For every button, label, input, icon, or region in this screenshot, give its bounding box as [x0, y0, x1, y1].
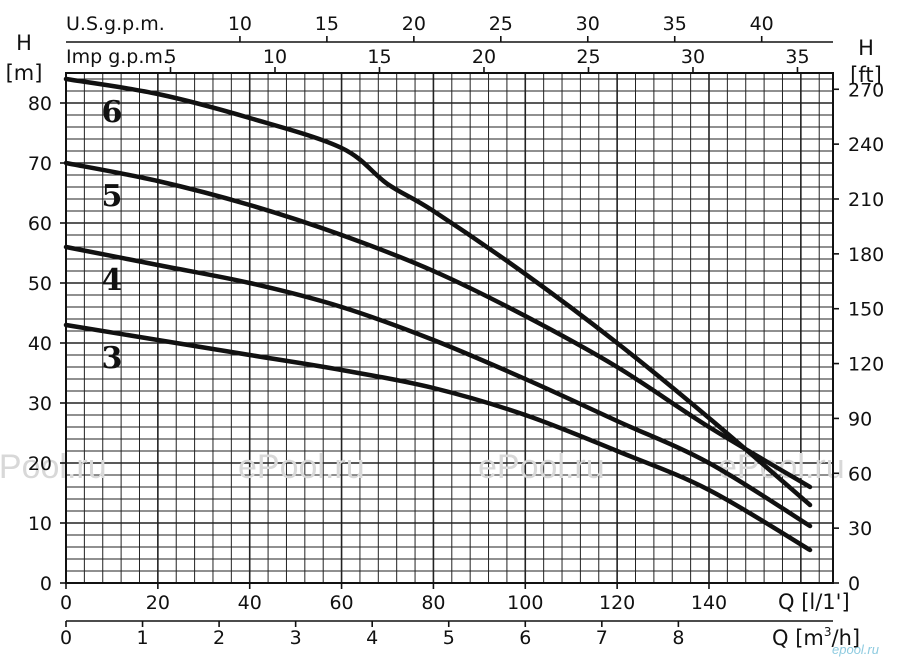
tick-label-right: 90 — [848, 408, 872, 430]
tick-label-m3h: 5 — [443, 627, 455, 649]
bottom-axis-lpm-label: Q [l/1'] — [778, 590, 850, 614]
tick-label-right: 240 — [848, 134, 884, 156]
tick-label-usgpm: 15 — [315, 13, 339, 35]
tick-label-lpm: 100 — [507, 592, 543, 614]
grid — [66, 73, 833, 583]
curve-3 — [63, 322, 813, 553]
tick-label-left: 0 — [40, 573, 52, 595]
tick-label-right: 150 — [848, 299, 884, 321]
tick-label-lpm: 140 — [691, 592, 727, 614]
tick-label-right: 270 — [848, 79, 884, 101]
tick-label-left: 30 — [28, 393, 52, 415]
tick-label-m3h: 4 — [366, 627, 378, 649]
watermark-text: ePool.ru — [0, 448, 107, 486]
plot-frame — [60, 36, 839, 627]
tick-label-left: 60 — [28, 213, 52, 235]
tick-label-lpm: 40 — [238, 592, 262, 614]
tick-label-lpm: 60 — [329, 592, 353, 614]
curve-label-4: 4 — [101, 263, 122, 298]
watermark-text: ePool.ru — [478, 448, 605, 486]
tick-label-impgpm: 5 — [164, 46, 176, 68]
tick-label-usgpm: 25 — [489, 13, 513, 35]
tick-label-right: 210 — [848, 189, 884, 211]
tick-label-left: 10 — [28, 513, 52, 535]
tick-label-impgpm: 20 — [472, 46, 496, 68]
tick-label-m3h: 0 — [60, 627, 72, 649]
tick-label-lpm: 20 — [146, 592, 170, 614]
tick-label-right: 120 — [848, 354, 884, 376]
tick-label-right: 180 — [848, 244, 884, 266]
tick-label-usgpm: 30 — [576, 13, 600, 35]
tick-label-lpm: 80 — [421, 592, 445, 614]
tick-label-m3h: 3 — [290, 627, 302, 649]
tick-label-left: 20 — [28, 453, 52, 475]
curve-label-3: 3 — [101, 341, 122, 376]
plot-border — [65, 72, 834, 584]
curve-5 — [63, 160, 813, 490]
left-axis-title-h: H — [16, 31, 32, 55]
tick-label-right: 30 — [848, 518, 872, 540]
tick-label-impgpm: 30 — [681, 46, 705, 68]
tick-label-usgpm: 10 — [228, 13, 252, 35]
watermark-text: ePool.ru — [238, 448, 365, 486]
tick-label-m3h: 7 — [596, 627, 608, 649]
curve-label-6: 6 — [101, 95, 122, 130]
right-axis-title-h: H — [858, 36, 874, 60]
tick-label-impgpm: 10 — [263, 46, 287, 68]
tick-label-m3h: 1 — [137, 627, 149, 649]
tick-labels: 0102030405060708003060901201501802102402… — [28, 13, 884, 649]
tick-label-usgpm: 20 — [402, 13, 426, 35]
tick-label-right: 60 — [848, 463, 872, 485]
tick-label-lpm: 0 — [60, 592, 72, 614]
tick-label-m3h: 2 — [213, 627, 225, 649]
tick-label-lpm: 120 — [599, 592, 635, 614]
tick-label-impgpm: 15 — [367, 46, 391, 68]
tick-label-left: 70 — [28, 153, 52, 175]
curves: 6 5 4 3 — [63, 76, 813, 553]
tick-label-m3h: 6 — [519, 627, 531, 649]
left-axis-title-unit: [m] — [6, 61, 43, 85]
bottom-axis-m3h-label: Q [m3/h] — [772, 625, 860, 650]
tick-label-right: 0 — [848, 573, 860, 595]
right-axis-title-unit: [ft] — [850, 63, 882, 87]
tick-label-usgpm: 35 — [663, 13, 687, 35]
top-axis-impgpm-label: Imp g.p.m. — [66, 46, 169, 68]
curve-6 — [63, 76, 813, 508]
tick-label-m3h: 8 — [672, 627, 684, 649]
tick-label-left: 40 — [28, 333, 52, 355]
tick-label-impgpm: 25 — [576, 46, 600, 68]
site-logo: epool.ru — [832, 642, 879, 657]
curve-label-5: 5 — [101, 179, 122, 214]
tick-label-usgpm: 40 — [750, 13, 774, 35]
curve-4 — [63, 244, 813, 529]
tick-label-impgpm: 35 — [785, 46, 809, 68]
tick-label-left: 50 — [28, 273, 52, 295]
top-axis-usgpm-label: U.S.g.p.m. — [66, 13, 165, 35]
tick-label-left: 80 — [28, 93, 52, 115]
